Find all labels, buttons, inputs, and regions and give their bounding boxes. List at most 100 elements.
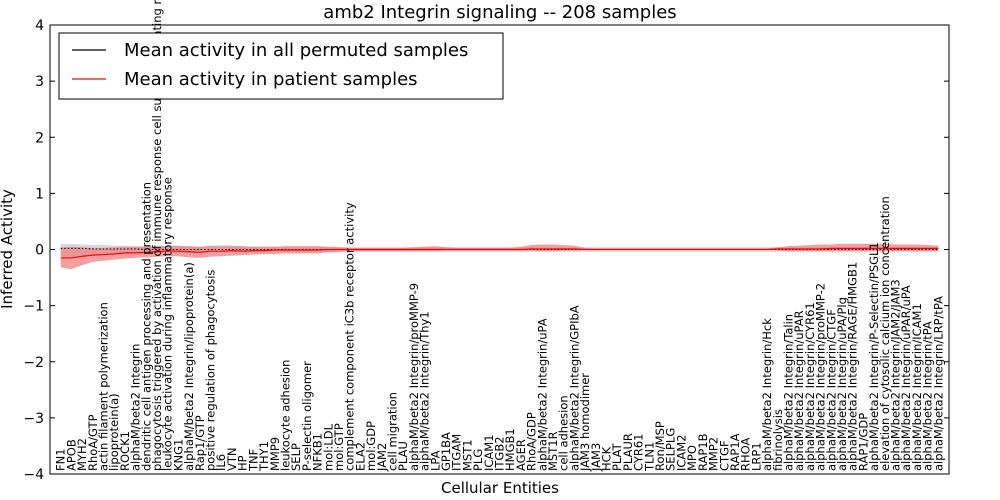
x-tick-label: RAP1B — [696, 433, 710, 471]
y-tick-label: −2 — [23, 355, 44, 371]
x-tick-label: alphaM/beta2 Integrin/LRP/tPA — [931, 296, 945, 471]
legend-label-permuted: Mean activity in all permuted samples — [124, 40, 468, 61]
x-tick-label: PLAT — [610, 442, 624, 471]
x-tick-label: ROCK1 — [118, 431, 132, 471]
x-tick-label: ICAM1 — [482, 434, 496, 471]
x-tick-label: TNF — [246, 449, 260, 472]
x-tick-label: ELA2 — [353, 442, 367, 471]
y-tick-label: −4 — [23, 467, 44, 483]
x-tick-label: IL6 — [214, 454, 228, 471]
x-tick-label: alphaM/beta2 Integrin/CTGF — [824, 309, 838, 471]
x-tick-label: SELPLG — [664, 428, 678, 471]
x-tick-label: alphaM/beta2 Integrin/P-Selectin/PSGL1 — [867, 242, 881, 471]
x-tick-label: RAP1/GDP — [856, 413, 870, 471]
x-tick-label: MST1R — [546, 431, 560, 471]
x-tick-label: alphaM/beta2 Integrin/CYR61 — [803, 302, 817, 471]
x-tick-label: dendritic cell antigen processing and pr… — [139, 182, 153, 471]
x-tick-label: alphaM/beta2 Integrin/uPAR/uPA — [899, 285, 913, 471]
x-tick-label: elevation of cytosolic calcium ion conce… — [878, 196, 892, 471]
legend: Mean activity in all permuted samples Me… — [58, 32, 504, 100]
x-tick-label: VTN — [225, 448, 239, 472]
x-tick-label: alphaM/beta2 Integrin/lipoprotein(a) — [182, 262, 196, 471]
x-tick-label: mol:GTP — [332, 423, 346, 471]
x-tick-label: NFKB1 — [311, 433, 325, 471]
x-tick-label: alphaM/beta2 Integrin/proMMP-9 — [407, 283, 421, 471]
y-tick-label: 4 — [35, 18, 44, 34]
x-tick-label: RhoA/GDP — [525, 412, 539, 471]
x-tick-label: RHOA — [739, 438, 753, 471]
x-tick-label: mol:LDL — [321, 423, 335, 471]
x-tick-label: KNG1 — [171, 439, 185, 471]
x-tick-label: alphaM/beta2 Integrin/ICAM1 — [910, 303, 924, 471]
series-line-patient — [60, 247, 939, 259]
x-tick-label: HMGB1 — [503, 428, 517, 471]
x-tick-label: actin filament polymerization — [97, 302, 111, 471]
y-axis-label: Inferred Activity — [0, 189, 16, 309]
x-tick-label: alphaM/beta2 Integrin/JAM2/JAM3 — [888, 279, 902, 471]
x-tick-label: alphaM/beta2 Integrin/uPAR — [792, 310, 806, 471]
x-tick-label: alphaM/beta2 Integrin/uPA — [535, 318, 549, 471]
x-tick-label: MST1 — [460, 439, 474, 471]
x-tick-label: alphaM/beta2 Integrin/GPIbA — [567, 305, 581, 471]
x-tick-label: SELP — [289, 443, 303, 471]
x-tick-label: complement component iC3b receptor activ… — [343, 202, 357, 471]
x-tick-label: alphaM/beta2 Integrin/RAGE/HMGB1 — [846, 262, 860, 471]
x-tick-label: mol:GDP — [364, 421, 378, 471]
y-tick-label: 3 — [35, 74, 44, 90]
y-tick-label: −1 — [23, 299, 44, 315]
x-tick-label: ICAM2 — [674, 434, 688, 471]
x-tick-label: Rap1/GTP — [193, 415, 207, 471]
x-tick-label: phagocytosis triggered by activation of … — [150, 0, 164, 471]
x-tick-label: HCK — [600, 446, 614, 471]
x-tick-label: JAM3 homodimer — [578, 373, 592, 472]
x-tick-label: AGER — [514, 439, 528, 471]
x-tick-label: cell migration — [385, 392, 399, 471]
x-tick-label: alphaM/beta2 Integrin/uPA/Plg — [835, 297, 849, 471]
x-tick-label: alphaM/beta2 Integrin — [129, 344, 143, 471]
legend-box — [58, 32, 504, 100]
x-tick-label: RhoA/GTP — [86, 414, 100, 471]
x-tick-label: MYH2 — [75, 438, 89, 471]
x-tick-label: alphaM/beta2 Integrin/proMMP-2 — [814, 283, 828, 471]
x-tick-label: PLAU — [396, 441, 410, 471]
x-tick-label: Ron/MSP — [653, 421, 667, 471]
x-tick-label: fibrinolysis — [771, 409, 785, 471]
x-tick-label: leukocyte activation during inflammatory… — [161, 177, 175, 471]
x-tick-label: CTGF — [717, 440, 731, 471]
y-tick-label: −3 — [23, 411, 44, 427]
x-tick-label: CYR61 — [632, 434, 646, 471]
y-tick-label: 1 — [35, 186, 44, 202]
x-tick-label: LRP1 — [749, 442, 763, 471]
x-tick-label: APOB — [64, 439, 78, 471]
x-tick-label: MMP2 — [707, 437, 721, 471]
x-tick-label: JAM2 — [375, 443, 389, 472]
x-tick-label: HP — [236, 455, 250, 471]
x-tick-label: LPA — [428, 450, 442, 471]
x-tick-label: alphaM/beta2 Integrin/Talin — [781, 314, 795, 471]
x-tick-label: TLN1 — [642, 442, 656, 472]
x-tick-label: leukocyte adhesion — [278, 360, 292, 471]
x-tick-label: GP1BA — [439, 432, 453, 471]
x-tick-label: alphaM/beta2 Integrin/Thy1 — [418, 311, 432, 471]
x-tick-label: ITGB2 — [493, 436, 507, 471]
x-tick-label: PLAUR — [621, 433, 635, 471]
x-tick-label: RAP1A — [728, 433, 742, 471]
y-tick-label: 0 — [35, 243, 44, 259]
x-tick-label: alphaM/beta2 Integrin/tPA — [921, 321, 935, 471]
x-axis-label: Cellular Entities — [441, 479, 559, 497]
x-tick-label: FN1 — [54, 448, 68, 471]
chart-title: amb2 Integrin signaling -- 208 samples — [323, 2, 676, 23]
x-tick-label: MMP9 — [268, 437, 282, 471]
x-tick-label: MPO — [685, 445, 699, 471]
x-tick-label: PLG — [471, 449, 485, 471]
x-tick-label: JAM3 — [589, 443, 603, 472]
y-tick-label: 2 — [35, 130, 44, 146]
x-tick-label: THY1 — [257, 441, 271, 472]
x-tick-label: P-selectin oligomer — [300, 361, 314, 471]
x-tick-label: cell adhesion — [557, 395, 571, 471]
x-tick-label: alphaM/beta2 Integrin/Hck — [760, 318, 774, 471]
x-tick-label: positive regulation of phagocytosis — [204, 270, 218, 471]
x-tick-label: lipoprotein(a) — [107, 393, 121, 471]
legend-label-patient: Mean activity in patient samples — [124, 69, 418, 90]
